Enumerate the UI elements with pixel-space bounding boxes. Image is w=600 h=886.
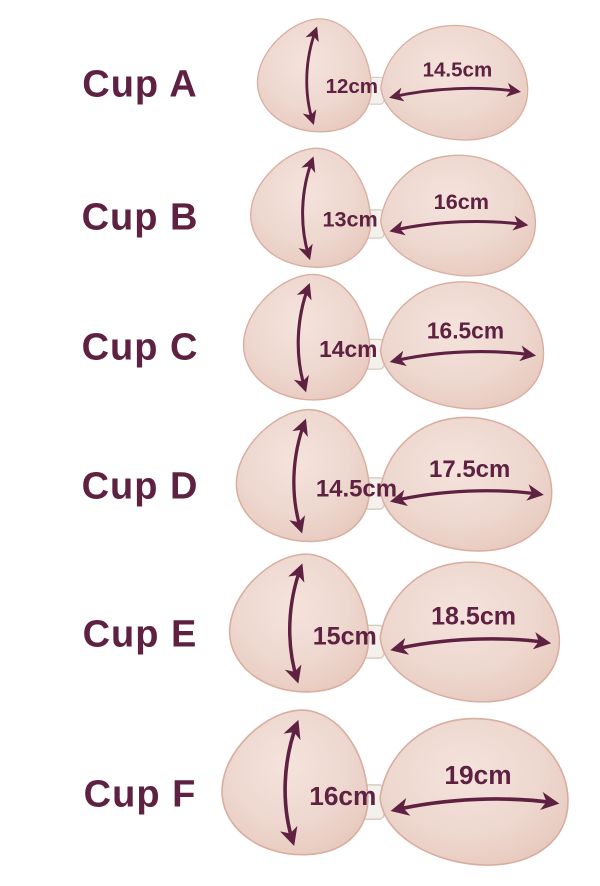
- cup-size-label: Cup A: [82, 63, 198, 106]
- cup-row-f: Cup F 16cm 19cm: [0, 712, 600, 879]
- bra-illustration: 14.5cm 17.5cm: [209, 405, 559, 571]
- cup-height-measurement: 15cm: [313, 623, 377, 651]
- cup-height-measurement: 14cm: [319, 336, 377, 362]
- cup-size-label: Cup D: [81, 465, 199, 508]
- cup-size-label: Cup F: [83, 773, 197, 816]
- cup-height-measurement: 14.5cm: [316, 475, 397, 502]
- bra-illustration: 16cm 19cm: [192, 705, 576, 886]
- cup-size-label: Cup C: [81, 326, 199, 369]
- cup-height-measurement: 13cm: [322, 206, 377, 231]
- bra-illustration: 15cm 18.5cm: [201, 549, 567, 722]
- cup-row-c: Cup C 14cm 16.5cm: [0, 282, 600, 416]
- cup-width-measurement: 16.5cm: [427, 317, 504, 343]
- bra-illustration: 12cm 14.5cm: [234, 15, 534, 157]
- cup-row-e: Cup E 15cm 18.5cm: [0, 560, 600, 712]
- cup-width-measurement: 19cm: [444, 759, 511, 789]
- cup-row-b: Cup B 13cm 16cm: [0, 156, 600, 282]
- cup-row-a: Cup A 12cm 14.5cm: [0, 16, 600, 156]
- cup-height-measurement: 12cm: [326, 75, 378, 98]
- cup-row-d: Cup D 14.5cm 17.5cm: [0, 416, 600, 560]
- bra-illustration: 14cm 16.5cm: [218, 270, 551, 428]
- cup-size-label: Cup B: [81, 196, 199, 239]
- cup-width-measurement: 17.5cm: [429, 456, 510, 483]
- cup-size-label: Cup E: [82, 613, 198, 656]
- cup-width-measurement: 16cm: [434, 189, 489, 214]
- cup-width-measurement: 14.5cm: [423, 59, 493, 82]
- bra-illustration: 13cm 16cm: [226, 144, 542, 294]
- cup-width-measurement: 18.5cm: [431, 602, 516, 630]
- cup-height-measurement: 16cm: [309, 781, 376, 811]
